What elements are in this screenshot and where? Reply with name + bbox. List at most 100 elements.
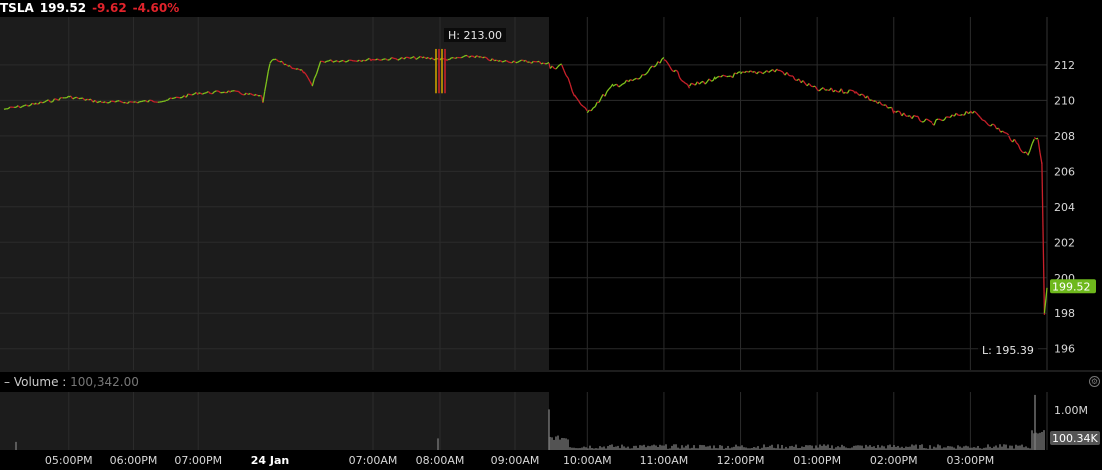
price-segment: [540, 62, 544, 65]
price-tick-label: 208: [1054, 130, 1075, 143]
price-segment: [147, 99, 151, 103]
price-segment: [395, 58, 399, 61]
price-segment: [453, 57, 456, 60]
last-price: 199.52: [39, 1, 87, 15]
price-segment: [253, 93, 257, 97]
panel-options-icon[interactable]: ⚙: [1089, 376, 1100, 387]
price-segment: [403, 56, 407, 60]
price-segment: [297, 68, 301, 71]
price-segment: [207, 91, 211, 94]
ticker-symbol[interactable]: TSLA: [0, 1, 34, 15]
price-segment: [76, 96, 80, 100]
price-segment: [52, 98, 56, 103]
price-segment: [714, 76, 718, 80]
price-segment: [586, 109, 590, 114]
price-segment: [994, 124, 998, 130]
time-tick-label: 12:00PM: [717, 454, 765, 467]
price-segment: [584, 107, 588, 112]
price-segment: [1041, 162, 1046, 315]
time-tick-label: 11:00AM: [640, 454, 689, 467]
price-segment: [501, 60, 505, 63]
price-segment: [700, 80, 704, 83]
price-segment: [226, 90, 230, 94]
price-segment: [592, 106, 596, 109]
price-segment: [992, 123, 995, 126]
price-segment: [794, 79, 798, 82]
price-segment: [407, 56, 411, 59]
price-segment: [474, 55, 478, 59]
price-segment: [1029, 143, 1033, 151]
price-segment: [639, 74, 643, 79]
price-segment: [519, 59, 522, 62]
price-segment: [498, 59, 501, 62]
price-segment: [724, 75, 728, 78]
price-segment: [925, 118, 929, 121]
price-segment: [832, 89, 836, 93]
price-segment: [1008, 135, 1012, 141]
price-change: -9.62: [92, 1, 127, 15]
price-segment: [346, 59, 350, 63]
time-tick-label: 24 Jan: [251, 454, 289, 467]
volume-value: 100,342.00: [70, 375, 139, 389]
price-segment: [663, 59, 667, 62]
volume-panel-title[interactable]: – Volume : 100,342.00: [4, 375, 139, 389]
price-segment: [293, 67, 297, 70]
regular-session-region: [549, 17, 1047, 370]
volume-last-badge: [1050, 431, 1100, 445]
price-segment: [265, 71, 269, 82]
price-segment: [491, 58, 495, 62]
extended-hours-region: [0, 17, 549, 370]
price-segment: [1019, 148, 1023, 153]
price-segment: [630, 78, 633, 82]
price-segment: [401, 56, 405, 60]
price-segment: [96, 101, 100, 104]
price-segment: [360, 59, 364, 62]
price-segment: [68, 95, 71, 98]
price-segment: [1013, 138, 1017, 144]
price-segment: [476, 55, 480, 58]
price-segment: [645, 71, 649, 75]
price-segment: [267, 63, 271, 72]
price-segment: [15, 105, 19, 108]
price-segment: [698, 81, 702, 85]
price-segment: [546, 61, 550, 65]
price-segment: [324, 60, 328, 63]
quote-header: TSLA 199.52 -9.62 -4.60%: [0, 0, 1102, 17]
price-segment: [336, 60, 340, 63]
price-segment: [455, 56, 458, 60]
last-price-badge: [1050, 279, 1096, 294]
time-tick-label: 07:00PM: [174, 454, 222, 467]
price-segment: [480, 56, 483, 59]
price-segment: [375, 58, 378, 61]
price-segment: [419, 55, 423, 59]
low-label-bg: [978, 342, 1038, 358]
price-segment: [955, 112, 959, 116]
price-segment: [923, 118, 927, 122]
price-segment: [760, 71, 764, 75]
price-segment: [973, 110, 977, 114]
price-segment: [224, 91, 227, 94]
price-segment: [634, 77, 637, 80]
price-segment: [1037, 139, 1041, 153]
price-segment: [746, 70, 749, 73]
price-segment: [409, 56, 413, 59]
price-segment: [720, 74, 724, 78]
price-segment: [70, 95, 74, 100]
price-segment: [245, 92, 249, 96]
low-label: L: 195.39: [982, 344, 1034, 357]
price-segment: [1002, 130, 1006, 134]
price-segment: [255, 93, 259, 97]
price-segment: [125, 101, 128, 105]
price-segment: [126, 101, 130, 104]
price-segment: [425, 56, 429, 60]
price-segment: [7, 106, 11, 110]
price-segment: [342, 59, 346, 63]
price-segment: [113, 100, 116, 103]
price-segment: [413, 56, 417, 60]
price-segment: [417, 55, 421, 59]
price-segment: [145, 100, 149, 103]
price-segment: [228, 90, 232, 93]
price-segment: [538, 61, 542, 65]
price-segment: [553, 67, 557, 70]
